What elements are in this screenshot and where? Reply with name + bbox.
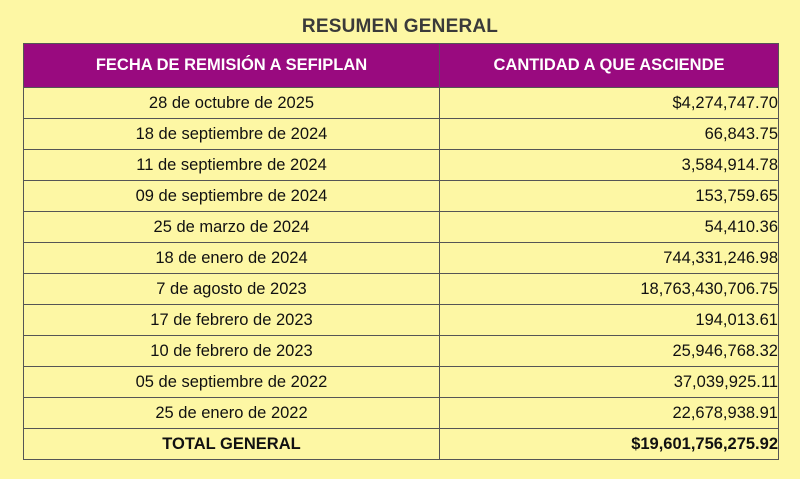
- summary-table: FECHA DE REMISIÓN A SEFIPLAN CANTIDAD A …: [23, 43, 779, 460]
- total-amount: $19,601,756,275.92: [439, 428, 779, 460]
- row-date: 17 de febrero de 2023: [23, 304, 440, 336]
- column-header-date: FECHA DE REMISIÓN A SEFIPLAN: [23, 43, 440, 88]
- row-amount: 25,946,768.32: [439, 335, 779, 367]
- row-amount: $4,274,747.70: [439, 87, 779, 119]
- row-date: 7 de agosto de 2023: [23, 273, 440, 305]
- row-amount: 54,410.36: [439, 211, 779, 243]
- column-header-amount: CANTIDAD A QUE ASCIENDE: [439, 43, 779, 88]
- table-row: 28 de octubre de 2025 $4,274,747.70: [23, 87, 779, 119]
- row-amount: 153,759.65: [439, 180, 779, 212]
- row-date: 25 de marzo de 2024: [23, 211, 440, 243]
- row-date: 18 de septiembre de 2024: [23, 118, 440, 150]
- row-amount: 66,843.75: [439, 118, 779, 150]
- row-date: 09 de septiembre de 2024: [23, 180, 440, 212]
- table-row: 25 de enero de 2022 22,678,938.91: [23, 397, 779, 429]
- total-label: TOTAL GENERAL: [23, 428, 440, 460]
- row-date: 25 de enero de 2022: [23, 397, 440, 429]
- table-row: 18 de septiembre de 2024 66,843.75: [23, 118, 779, 150]
- row-date: 28 de octubre de 2025: [23, 87, 440, 119]
- row-amount: 744,331,246.98: [439, 242, 779, 274]
- table-header-row: FECHA DE REMISIÓN A SEFIPLAN CANTIDAD A …: [23, 43, 779, 88]
- table-row: 09 de septiembre de 2024 153,759.65: [23, 180, 779, 212]
- row-date: 18 de enero de 2024: [23, 242, 440, 274]
- table-row: 7 de agosto de 2023 18,763,430,706.75: [23, 273, 779, 305]
- row-amount: 37,039,925.11: [439, 366, 779, 398]
- table-row: 11 de septiembre de 2024 3,584,914.78: [23, 149, 779, 181]
- page-title: RESUMEN GENERAL: [301, 16, 499, 37]
- row-date: 11 de septiembre de 2024: [23, 149, 440, 181]
- row-date: 05 de septiembre de 2022: [23, 366, 440, 398]
- table-row: 25 de marzo de 2024 54,410.36: [23, 211, 779, 243]
- row-amount: 22,678,938.91: [439, 397, 779, 429]
- row-amount: 194,013.61: [439, 304, 779, 336]
- table-row: 17 de febrero de 2023 194,013.61: [23, 304, 779, 336]
- table-row: 10 de febrero de 2023 25,946,768.32: [23, 335, 779, 367]
- total-row: TOTAL GENERAL $19,601,756,275.92: [23, 428, 779, 460]
- table-row: 05 de septiembre de 2022 37,039,925.11: [23, 366, 779, 398]
- row-date: 10 de febrero de 2023: [23, 335, 440, 367]
- row-amount: 3,584,914.78: [439, 149, 779, 181]
- table-row: 18 de enero de 2024 744,331,246.98: [23, 242, 779, 274]
- row-amount: 18,763,430,706.75: [439, 273, 779, 305]
